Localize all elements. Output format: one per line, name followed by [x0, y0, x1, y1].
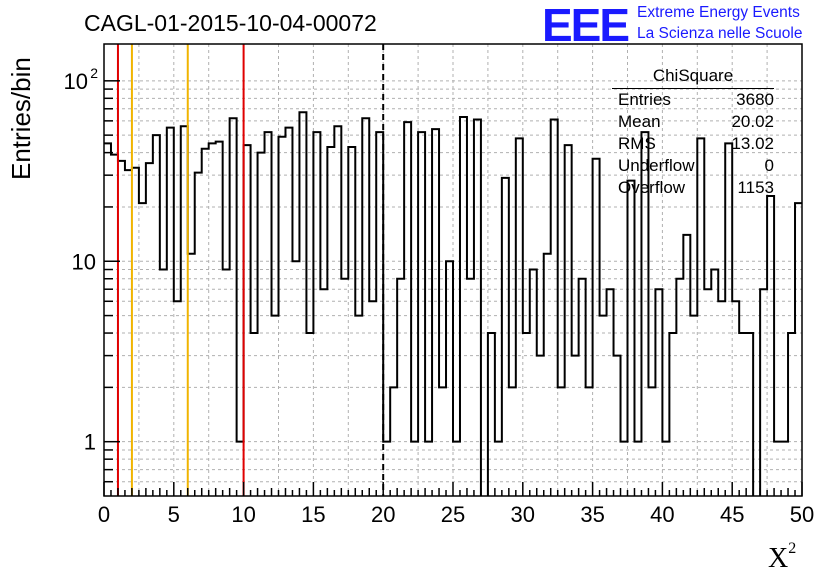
stats-box: ChiSquare Entries 3680 Mean 20.02 RMS 13.02…: [612, 66, 774, 199]
logo-caption-2: La Scienza nelle Scuole: [637, 25, 803, 42]
x-tick-label: 25: [441, 502, 465, 527]
x-tick-label: 0: [98, 502, 110, 527]
x-tick-label: 45: [720, 502, 744, 527]
y-tick-exponent: 2: [90, 65, 98, 81]
logo-caption-1: Extreme Energy Events: [637, 4, 800, 21]
x-tick-label: 50: [790, 502, 814, 527]
x-tick-label: 10: [231, 502, 255, 527]
x-tick-label: 20: [371, 502, 395, 527]
x-tick-label: 40: [650, 502, 674, 527]
histogram-line: [104, 111, 802, 496]
stats-row-mean: Mean 20.02: [618, 112, 774, 131]
y-axis-label: Entries/bin: [6, 57, 36, 180]
x-tick-label: 30: [511, 502, 535, 527]
marker-lines: [116, 44, 385, 496]
eee-logo-mark: EEE: [542, 0, 630, 51]
x-tick-label: 35: [580, 502, 604, 527]
stats-title: ChiSquare: [612, 66, 774, 89]
x-axis-label: X2: [768, 540, 797, 574]
y-tick-label: 10: [72, 249, 96, 274]
stats-row-underflow: Underflow 0: [618, 156, 774, 175]
x-tick-label: 15: [301, 502, 325, 527]
stats-row-entries: Entries 3680: [618, 90, 774, 109]
y-tick-label: 1: [84, 430, 96, 455]
axis-ticks: [103, 80, 803, 496]
run-title: CAGL-01-2015-10-04-00072: [84, 10, 377, 36]
histogram: [104, 111, 802, 496]
stats-row-overflow: Overflow 1153: [618, 178, 774, 197]
x-tick-label: 5: [168, 502, 180, 527]
stats-row-rms: RMS 13.02: [618, 134, 774, 153]
y-tick-label: 10: [64, 69, 88, 94]
